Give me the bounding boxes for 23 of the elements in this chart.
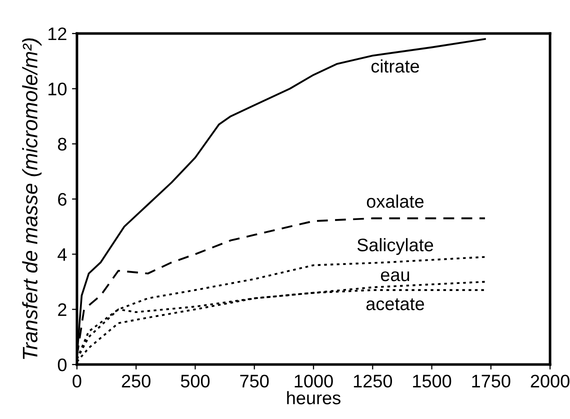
x-tick-label: 250 — [122, 374, 150, 388]
x-tick-label: 2000 — [530, 374, 570, 388]
series-label: oxalate — [366, 194, 424, 208]
y-tick-label: 10 — [48, 82, 67, 96]
series-label: citrate — [371, 59, 420, 73]
y-tick-label: 8 — [58, 138, 66, 151]
y-tick-label: 4 — [58, 248, 67, 261]
series-label: acetate — [366, 298, 424, 310]
y-tick-label: 12 — [48, 27, 66, 40]
x-axis-title: heures — [287, 391, 340, 404]
x-tick-label: 1500 — [413, 374, 452, 388]
series-label: Salicylate — [357, 238, 434, 255]
y-tick-label: 0 — [58, 358, 67, 372]
y-axis-title: Transfert de masse (micromole/m²) — [22, 38, 42, 360]
x-tick-label: 500 — [180, 374, 210, 388]
x-tick-label: 1250 — [354, 374, 392, 388]
x-tick-label: 1750 — [472, 374, 510, 388]
x-tick-label: 750 — [240, 374, 269, 388]
y-tick-label: 2 — [58, 303, 66, 316]
x-tick-label: 1000 — [294, 374, 333, 388]
series-label: eau — [380, 271, 410, 282]
x-tick-label: 0 — [72, 374, 82, 388]
y-tick-label: 6 — [58, 192, 66, 206]
